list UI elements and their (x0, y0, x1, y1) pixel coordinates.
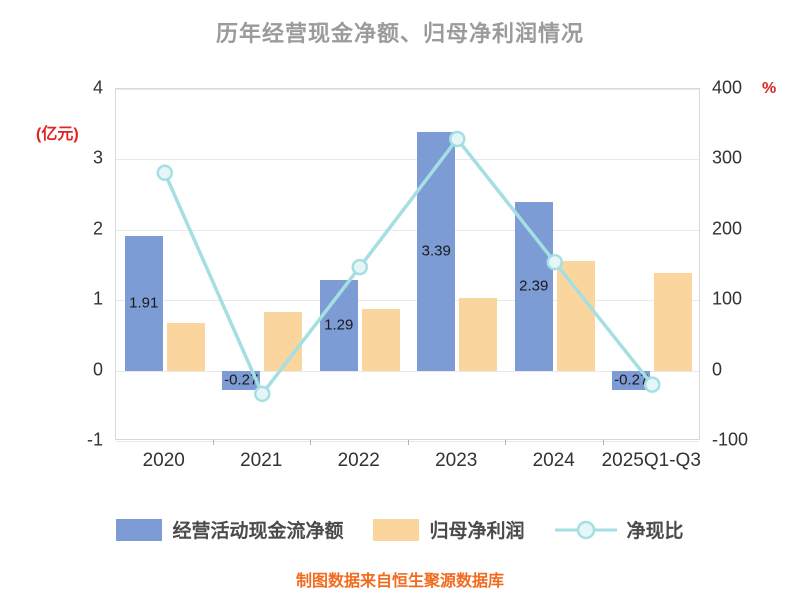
right-axis-tick-label: 400 (712, 77, 743, 98)
data-source-footer: 制图数据来自恒生聚源数据库 (295, 573, 504, 590)
x-axis-tick-mark (505, 440, 506, 445)
legend-item-net-profit: 归母净利润 (373, 516, 525, 543)
x-axis-tick-mark (602, 440, 604, 445)
legend-item-operating-cashflow: 经营活动现金流净额 (116, 516, 343, 543)
bar-net-profit (654, 273, 693, 371)
left-axis-tick-label: 4 (92, 77, 103, 98)
bar-net-profit (361, 308, 400, 371)
legend-line-marker-icon (554, 520, 617, 539)
x-axis-tick-label: 2024 (532, 450, 575, 471)
legend-swatch-orange (373, 518, 420, 541)
x-axis-tick-mark (407, 440, 409, 445)
x-axis-tick-label: 2025Q1-Q3 (601, 450, 701, 471)
line-marker (449, 130, 466, 148)
left-axis-tick-label: 1 (92, 288, 103, 309)
bar-value-label: -0.27 (614, 371, 649, 389)
legend-label: 经营活动现金流净额 (172, 521, 344, 542)
legend-label: 归母净利润 (429, 521, 525, 542)
bar-value-label: 1.91 (129, 294, 159, 312)
bar-value-label: -0.27 (224, 371, 259, 389)
gridline (116, 300, 699, 302)
left-axis-unit-label: (亿元) (36, 126, 79, 143)
line-marker (644, 376, 661, 393)
left-axis-tick-label: 2 (92, 218, 103, 239)
chart-title: 历年经营现金净额、归母净利润情况 (215, 21, 584, 46)
x-axis-tick-label: 2020 (142, 450, 185, 471)
net-cash-ratio-line (156, 130, 661, 403)
x-axis-tick-mark (212, 440, 214, 445)
gridline (116, 89, 699, 90)
legend-label: 净现比 (626, 521, 684, 542)
x-axis-tick-label: 2023 (435, 450, 478, 471)
right-axis-tick-label: -100 (712, 429, 749, 450)
right-axis-unit-label: % (762, 80, 777, 97)
left-axis-tick-label: 3 (92, 147, 103, 168)
line-marker (254, 385, 271, 403)
bar-net-profit (166, 322, 205, 371)
line-marker (156, 164, 173, 182)
bar-value-label: 1.29 (324, 316, 354, 334)
line-marker (351, 258, 368, 276)
plot-area: 1.91 -0.27 1.29 3.39 2.39 -0.27 (115, 88, 700, 442)
bar-net-profit (556, 261, 595, 371)
legend-item-net-cash-ratio: 净现比 (554, 516, 684, 543)
bar-net-profit (459, 298, 498, 371)
bar-operating-cashflow (222, 370, 261, 390)
bar-operating-cashflow (124, 236, 163, 371)
x-axis-tick-label: 2022 (337, 450, 380, 471)
bar-operating-cashflow (514, 202, 553, 371)
bar-net-profit (264, 312, 303, 371)
line-marker (546, 253, 563, 271)
x-axis-tick-mark (310, 440, 311, 445)
gridline (116, 229, 699, 231)
gridline (116, 159, 699, 161)
x-axis-tick-label: 2021 (240, 450, 283, 471)
bar-operating-cashflow (417, 131, 456, 371)
bar-operating-cashflow (612, 370, 651, 390)
left-axis-tick-label: -1 (86, 429, 103, 450)
left-axis-tick-label: 0 (92, 359, 103, 380)
legend-swatch-blue (116, 518, 163, 541)
bar-value-label: 3.39 (421, 242, 451, 260)
bar-value-label: 2.39 (519, 277, 549, 295)
right-axis-tick-label: 200 (712, 218, 743, 239)
right-axis-tick-label: 0 (712, 359, 723, 380)
gridline (116, 370, 699, 372)
legend: 经营活动现金流净额 归母净利润 净现比 (0, 516, 800, 543)
right-axis-tick-label: 300 (712, 147, 743, 168)
right-axis-tick-label: 100 (712, 288, 743, 309)
